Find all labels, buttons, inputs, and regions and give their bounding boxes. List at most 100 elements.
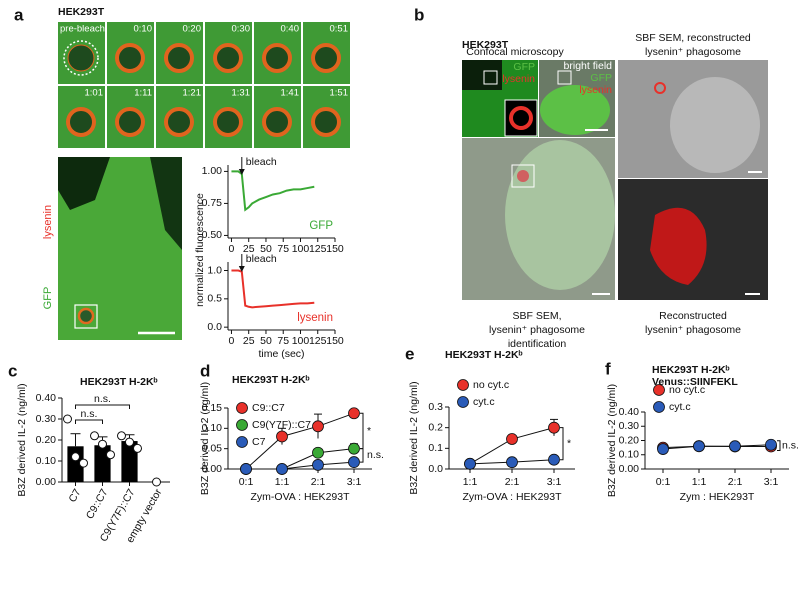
y-tick-label: 0.2 [428,421,443,433]
image-caption: identification [508,338,567,350]
y-tick-label: 1.00 [202,165,223,177]
data-point [79,458,88,468]
y-axis-label: B3Z derived IL-2 (ng/ml) [16,383,28,496]
frame-time: 1:11 [134,88,152,99]
x-tick-label: 3:1 [547,476,562,488]
inset-box [483,70,498,85]
frame-time: 1:31 [232,88,251,99]
x-axis-label: Zym-OVA : HEK293T [251,491,351,503]
legend-marker [236,402,248,414]
series-line [662,444,772,450]
annotation: * [567,437,571,449]
phagosome [213,107,243,137]
legend-label: no cyt.c [473,379,509,391]
data-point [71,452,80,462]
y-tick-label: 0.75 [202,197,223,209]
legend-marker [653,384,665,396]
legend-label: C9::C7 [252,402,285,414]
inset-box [74,304,98,329]
bracket [360,448,364,463]
panel-label: d [200,361,210,380]
y-axis-label: B3Z derived IL-2 (ng/ml) [408,381,420,494]
legend-label: C7 [252,436,266,448]
data-point [657,443,669,455]
image-region [670,77,760,173]
x-tick-label: 1:1 [692,476,707,488]
series-line [231,170,315,212]
phagosome [115,107,145,137]
y-tick-label: 0.10 [36,455,57,467]
data-point [98,439,107,449]
frame-time: 0:20 [183,24,202,35]
data-point [125,437,134,447]
x-tick-label: 0 [229,243,235,255]
phagosome [213,43,243,73]
channel-label: bright field [564,60,613,72]
inset-box [557,70,572,85]
phagosome [311,43,341,73]
y-tick-label: 0.40 [619,406,640,418]
panel-label: b [414,5,424,24]
data-point [152,477,161,487]
y-tick-label: 0.00 [619,463,640,475]
x-tick-label: 1:1 [463,476,478,488]
phagosome [262,107,292,137]
frame-time: 1:01 [85,88,104,99]
annotation: n.s. [94,393,111,405]
legend-marker [457,379,469,391]
panel-label: e [405,344,414,363]
x-tick-label: 25 [243,335,255,347]
panel-label: a [14,5,24,24]
image-title: lysenin⁺ phagosome [645,46,741,58]
chart-title: HEK293T H-2Kᵇ [80,376,158,388]
phagosome [67,44,95,72]
y-tick-label: 0.00 [202,463,223,475]
phagosome [77,307,95,325]
frame-time: 0:10 [134,24,153,35]
data-point [276,430,288,443]
data-point [464,457,476,470]
series-line [231,269,315,309]
x-axis-label: Zym : HEK293T [680,491,755,503]
frame-time: 0:30 [232,24,251,35]
channel-label: GFP [42,287,54,310]
timelapse: pre-bleach 0:10 0:20 0:30 0:40 0:51 1:01 1:11 1:… [58,22,350,148]
x-tick-label: 75 [277,243,289,255]
image-title: SBF SEM, reconstructed [635,32,751,44]
y-tick-label: 0.10 [619,449,640,461]
y-tick-label: 0.15 [202,402,223,414]
annotation: n.s. [782,439,799,451]
data-point [90,431,99,441]
x-tick-label: 0:1 [656,476,671,488]
x-axis-label: Zym-OVA : HEK293T [463,491,563,503]
x-tick-label: 100 [292,335,310,347]
x-tick-label: 25 [243,243,255,255]
data-point [106,450,115,460]
data-point [765,438,777,451]
x-tick-label: 125 [309,243,327,255]
chart-title: HEK293T H-2Kᵇ [232,374,310,386]
image-region [150,157,182,250]
x-tick-label: 2:1 [505,476,520,488]
phagosome [115,43,145,73]
data-point [312,420,324,433]
image-region [540,85,610,135]
bracket [75,404,130,409]
x-tick-label: C9::C7 [84,487,111,521]
bar [121,441,138,482]
y-tick-label: 0.50 [202,229,223,241]
y-tick-label: 0.1 [428,442,443,454]
x-tick-label: 3:1 [764,476,779,488]
legend-label: GFP [309,220,333,232]
x-tick-label: 3:1 [347,476,362,488]
x-tick-label: 2:1 [311,476,326,488]
panel-label: f [605,359,611,378]
image-region [505,140,615,290]
data-point [693,440,705,453]
legend-label: no cyt.c [669,384,705,396]
bracket [560,427,564,461]
chart-title: HEK293T H-2Kᵇ [445,349,523,361]
legend-label: C9(Y7F)::C7 [252,419,311,431]
x-tick-label: 100 [292,243,310,255]
frame-time: 1:41 [281,88,300,99]
